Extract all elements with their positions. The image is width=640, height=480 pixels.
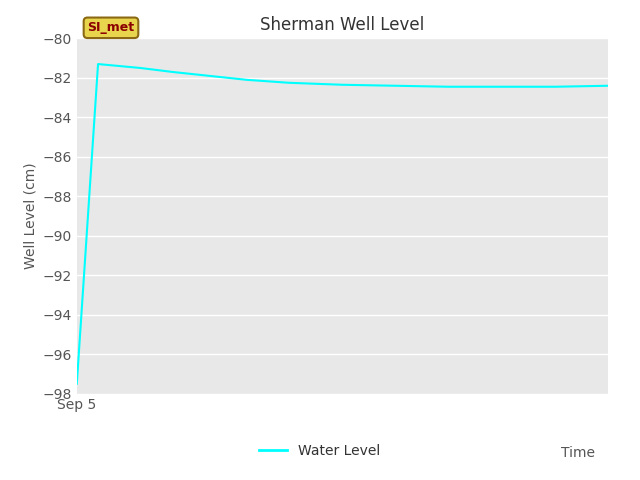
Text: Time: Time xyxy=(561,446,595,460)
Title: Sherman Well Level: Sherman Well Level xyxy=(260,16,424,34)
Text: SI_met: SI_met xyxy=(88,21,134,34)
Y-axis label: Well Level (cm): Well Level (cm) xyxy=(23,163,37,269)
Legend: Water Level: Water Level xyxy=(254,438,386,464)
